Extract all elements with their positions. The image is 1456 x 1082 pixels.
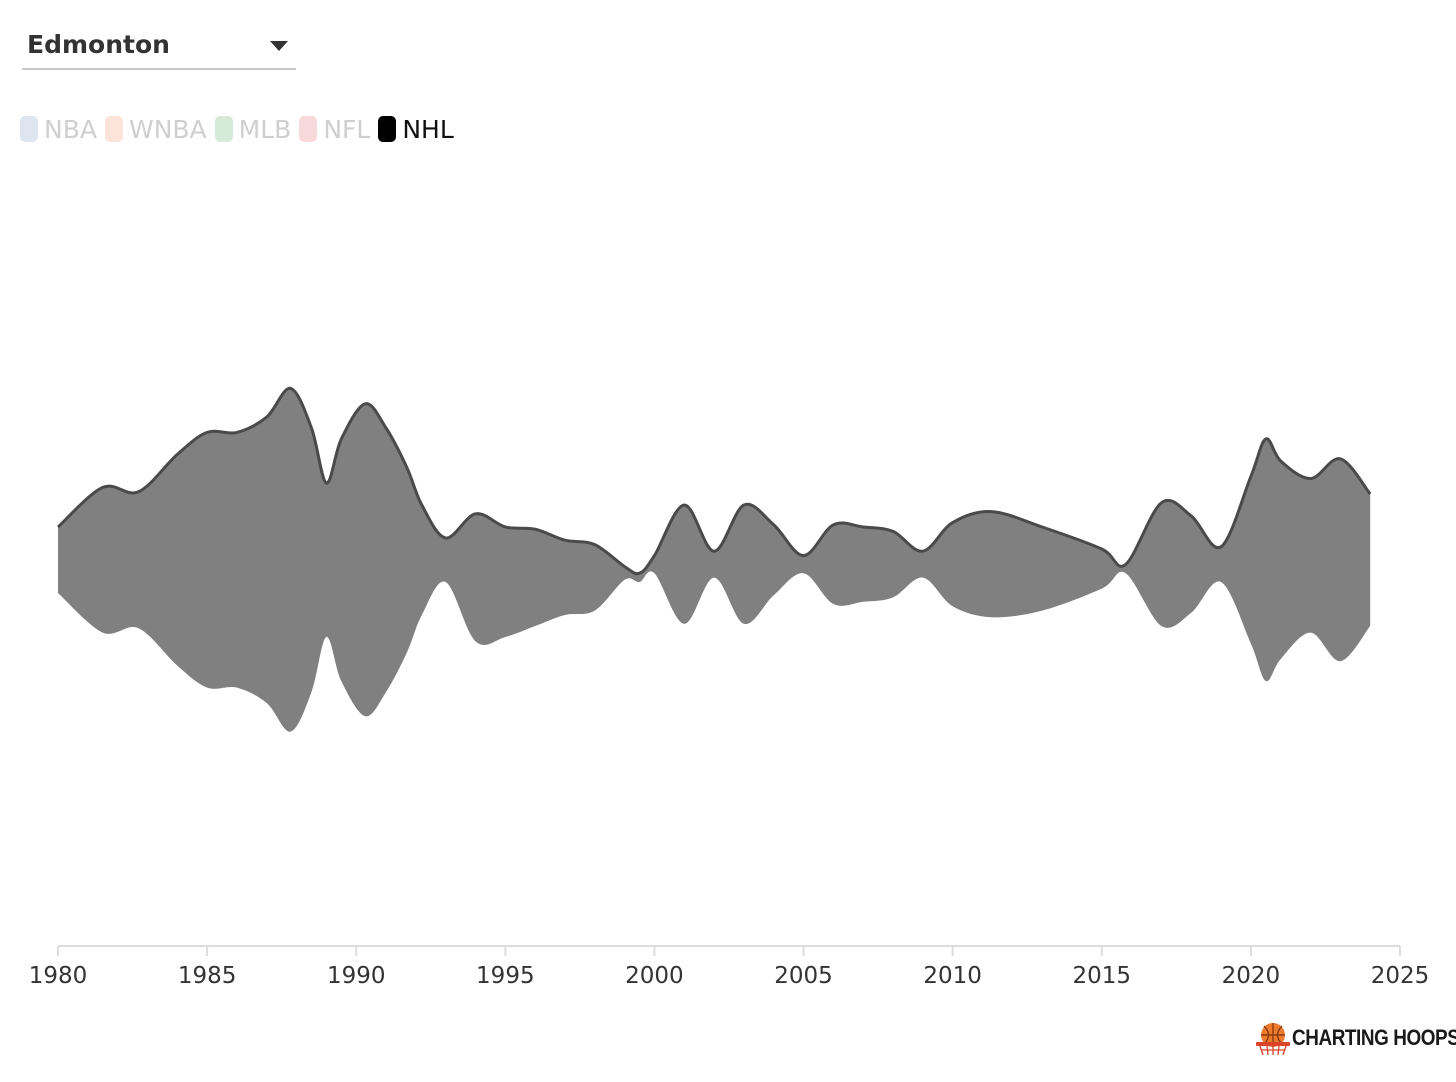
- city-dropdown-value: Edmonton: [27, 30, 170, 59]
- legend-item-wnba[interactable]: WNBA: [104, 114, 207, 144]
- legend-swatch-nfl: [299, 116, 318, 142]
- league-legend: NBA WNBA MLB NFL NHL: [20, 112, 462, 146]
- basketball-hoop-icon: [1256, 1023, 1290, 1056]
- legend-item-mlb[interactable]: MLB: [214, 114, 292, 144]
- legend-item-nba[interactable]: NBA: [20, 115, 97, 144]
- x-tick-label-1995: 1995: [476, 963, 535, 989]
- legend-label-mlb: MLB: [238, 114, 292, 144]
- x-tick-label-2020: 2020: [1222, 963, 1281, 989]
- logo-text: CHARTING HOOPS: [1292, 1025, 1456, 1050]
- legend-item-nhl[interactable]: NHL: [378, 114, 454, 144]
- legend-label-nhl: NHL: [402, 114, 454, 144]
- x-tick-label-1985: 1985: [178, 963, 237, 989]
- legend-item-nfl[interactable]: NFL: [299, 115, 370, 144]
- x-tick-label-2010: 2010: [923, 963, 982, 989]
- stream-area-nhl[interactable]: [58, 388, 1371, 732]
- stream-outline-nhl: [56, 386, 1372, 576]
- legend-label-wnba: WNBA: [128, 114, 207, 144]
- x-tick-label-1990: 1990: [327, 963, 386, 989]
- stream-layer: [56, 386, 1372, 732]
- x-tick-label-2005: 2005: [774, 963, 833, 989]
- city-dropdown[interactable]: Edmonton: [22, 24, 296, 70]
- x-tick-label-2015: 2015: [1073, 963, 1132, 989]
- x-tick-label-1980: 1980: [29, 963, 88, 989]
- legend-swatch-nba: [20, 116, 38, 142]
- legend-label-nfl: NFL: [323, 114, 371, 144]
- legend-swatch-mlb: [214, 116, 233, 142]
- legend-swatch-nhl: [378, 116, 397, 142]
- chevron-down-icon[interactable]: [270, 41, 288, 51]
- legend-swatch-wnba: [104, 116, 123, 142]
- charting-hoops-logo: CHARTING HOOPS: [1254, 1018, 1456, 1058]
- x-axis: 1980 1985 1990 1995 2000 2005 2010 2015 2020 2025: [29, 945, 1430, 989]
- x-tick-label-2025: 2025: [1371, 963, 1430, 989]
- x-tick-label-2000: 2000: [625, 963, 684, 989]
- legend-label-nba: NBA: [44, 114, 97, 144]
